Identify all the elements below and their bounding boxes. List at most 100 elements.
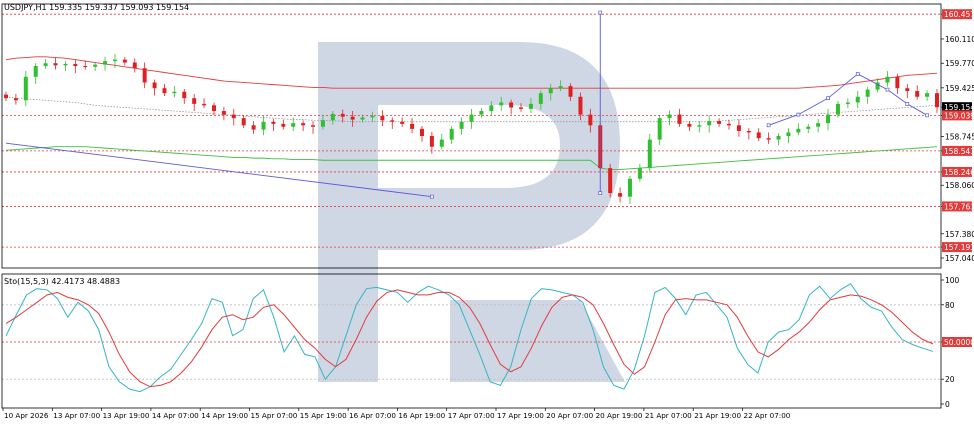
candle-body (63, 63, 68, 66)
candle-body (627, 178, 632, 197)
candle-body (608, 168, 613, 194)
candle-body (905, 88, 910, 92)
time-label: 21 Apr 19:00 (694, 411, 741, 420)
candle-body (786, 132, 791, 136)
time-label: 20 Apr 07:00 (546, 411, 593, 420)
candle-body (687, 123, 692, 127)
candle-body (43, 63, 48, 67)
candle-body (410, 123, 415, 129)
candle-body (301, 123, 306, 126)
candle-body (53, 63, 58, 66)
time-label: 22 Apr 07:00 (744, 411, 791, 420)
watermark-logo (318, 42, 625, 382)
price-label: 157.380 (945, 230, 974, 239)
price-label: 160.457 (944, 10, 974, 19)
price-label: 159.425 (945, 84, 974, 93)
candle-body (756, 132, 761, 139)
price-label: 159.770 (945, 59, 974, 68)
symbol-header: USDJPY,H1 159.335 159.337 159.093 159.15… (4, 3, 189, 12)
candle-body (697, 125, 702, 127)
candle-body (449, 128, 454, 140)
forecast-point (925, 113, 929, 118)
candle-body (657, 118, 662, 140)
candle-body (885, 76, 890, 83)
candle-body (202, 103, 207, 106)
candle-body (360, 117, 365, 120)
time-label: 17 Apr 19:00 (497, 411, 544, 420)
price-label-box (942, 102, 972, 113)
candle-body (677, 114, 682, 124)
candle-body (142, 68, 147, 83)
ma-line-long-ma (5, 146, 938, 170)
candle-body (935, 93, 939, 108)
candle-body (23, 76, 28, 101)
price-panel (2, 10, 941, 248)
candle-body (538, 93, 543, 104)
candle-body (132, 62, 137, 69)
candle-body (291, 123, 296, 127)
indicator-header: Sto(15,5,3) 42.4173 48.4883 (4, 277, 120, 286)
forecast-point (855, 72, 860, 76)
stochastic-line-main (5, 283, 934, 393)
candle-body (776, 136, 781, 140)
candle-body (13, 98, 18, 101)
candle-body (4, 94, 8, 99)
candle-body (479, 111, 484, 115)
vertical-line-handle (598, 10, 603, 15)
price-label-box (942, 110, 972, 121)
price-label: 159.039 (944, 111, 974, 120)
price-panel-frame (1, 3, 942, 269)
stochastic-label-box (942, 337, 972, 347)
candle-body (162, 88, 167, 94)
candle-body (558, 86, 563, 89)
stochastic-panel (2, 283, 941, 393)
price-label: 158.060 (945, 181, 974, 190)
stochastic-label: 100 (945, 276, 960, 285)
stochastic-panel-frame (1, 273, 942, 409)
candle-body (895, 76, 900, 89)
candle-body (816, 123, 821, 127)
price-label-box (942, 166, 972, 177)
candle-body (915, 91, 920, 97)
price-label: 158.541 (944, 147, 974, 156)
time-label: 14 Apr 07:00 (152, 411, 199, 420)
candle-body (519, 107, 524, 109)
candle-body (390, 120, 395, 122)
candle-body (875, 82, 880, 90)
candle-body (717, 121, 722, 124)
price-label: 157.040 (945, 254, 974, 263)
candle-body (251, 125, 256, 130)
candle-body (528, 103, 533, 109)
candle-body (122, 59, 127, 63)
candle-body (73, 63, 78, 67)
candle-body (727, 123, 732, 126)
time-label: 21 Apr 07:00 (645, 411, 692, 420)
candle-body (568, 86, 573, 97)
stochastic-line-signal (5, 289, 934, 388)
candle-body (855, 96, 860, 103)
candle-body (192, 98, 197, 104)
axes: 160.457 160.110 159.770 159.425 159.154159.0… (1, 3, 974, 420)
candle-body (400, 121, 405, 124)
time-label: 14 Apr 19:00 (201, 411, 248, 420)
candle-body (637, 168, 642, 179)
time-label: 13 Apr 07:00 (53, 411, 100, 420)
candle-body (261, 121, 266, 130)
trendline (5, 142, 432, 198)
candle-body (93, 64, 98, 67)
candle-body (469, 114, 474, 122)
stochastic-label: 80 (945, 301, 955, 310)
candle-body (320, 120, 325, 127)
stochastic-label: 50.0000 (944, 338, 974, 347)
candle-body (340, 113, 345, 117)
time-label: 15 Apr 07:00 (251, 411, 298, 420)
candle-body (509, 102, 514, 108)
price-label-box (942, 201, 972, 212)
candle-body (588, 114, 593, 126)
price-label-box (942, 145, 972, 156)
candle-body (419, 128, 424, 136)
price-label: 158.246 (944, 168, 974, 177)
candle-body (350, 116, 355, 120)
